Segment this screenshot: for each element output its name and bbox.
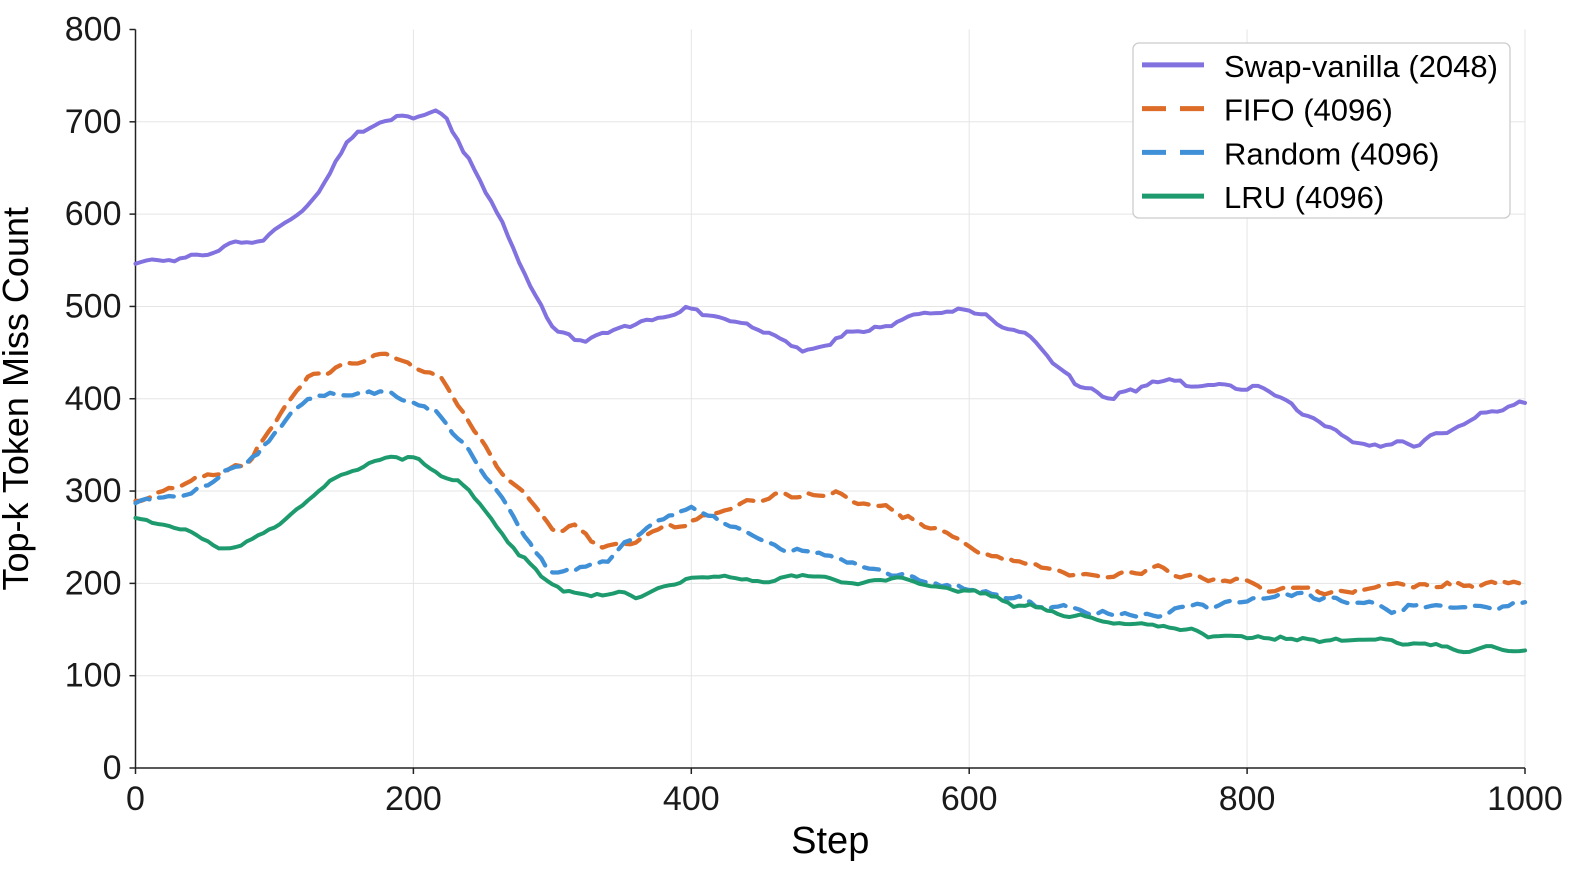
svg-text:500: 500	[65, 287, 122, 325]
svg-text:1000: 1000	[1487, 780, 1563, 818]
svg-text:800: 800	[65, 11, 122, 49]
svg-text:LRU (4096): LRU (4096)	[1224, 180, 1384, 215]
svg-text:600: 600	[65, 195, 122, 233]
svg-text:Step: Step	[791, 820, 869, 862]
svg-text:300: 300	[65, 472, 122, 510]
svg-text:700: 700	[65, 103, 122, 141]
svg-text:200: 200	[65, 564, 122, 602]
svg-text:100: 100	[65, 657, 122, 695]
svg-text:Top-k Token Miss Count: Top-k Token Miss Count	[0, 207, 36, 591]
svg-text:0: 0	[126, 780, 145, 818]
svg-text:600: 600	[941, 780, 998, 818]
svg-text:Swap-vanilla (2048): Swap-vanilla (2048)	[1224, 49, 1498, 84]
svg-text:FIFO (4096): FIFO (4096)	[1224, 93, 1393, 128]
svg-text:200: 200	[385, 780, 442, 818]
svg-text:400: 400	[663, 780, 720, 818]
svg-text:Random (4096): Random (4096)	[1224, 136, 1439, 171]
svg-text:0: 0	[103, 749, 122, 787]
svg-text:800: 800	[1219, 780, 1276, 818]
svg-text:400: 400	[65, 380, 122, 418]
